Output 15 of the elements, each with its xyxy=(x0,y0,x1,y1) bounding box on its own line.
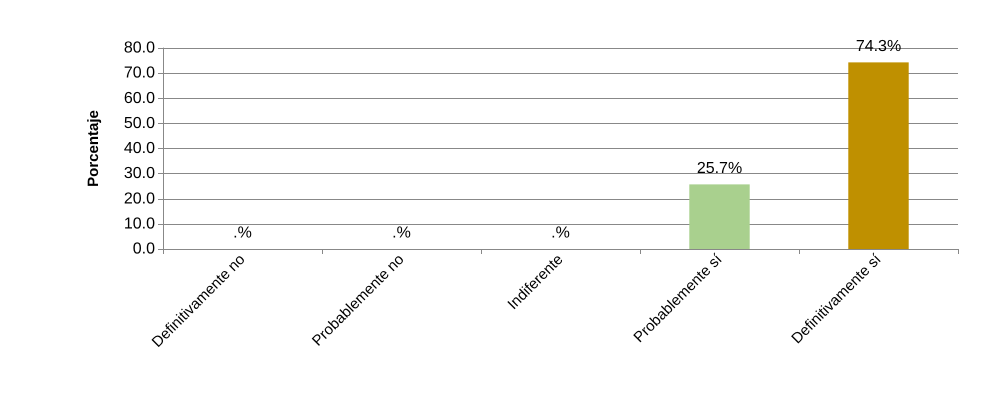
data-label: .% xyxy=(233,224,252,242)
y-tick-label: 0.0 xyxy=(132,240,156,258)
y-tick-label: 80.0 xyxy=(124,40,156,56)
data-label: 74.3% xyxy=(856,38,902,55)
y-tick-label: 70.0 xyxy=(124,64,156,82)
y-tick-label: 30.0 xyxy=(124,165,156,182)
y-axis-title: Porcentaje xyxy=(85,110,102,187)
y-tick-label: 10.0 xyxy=(124,215,156,232)
y-tick-label: 40.0 xyxy=(124,140,156,157)
data-label: .% xyxy=(392,224,411,242)
data-label: .% xyxy=(551,224,570,242)
y-tick-label: 60.0 xyxy=(124,90,156,107)
data-label: 25.7% xyxy=(696,160,742,177)
y-tick-label: 20.0 xyxy=(124,190,156,208)
y-tick-label: 50.0 xyxy=(124,114,156,132)
